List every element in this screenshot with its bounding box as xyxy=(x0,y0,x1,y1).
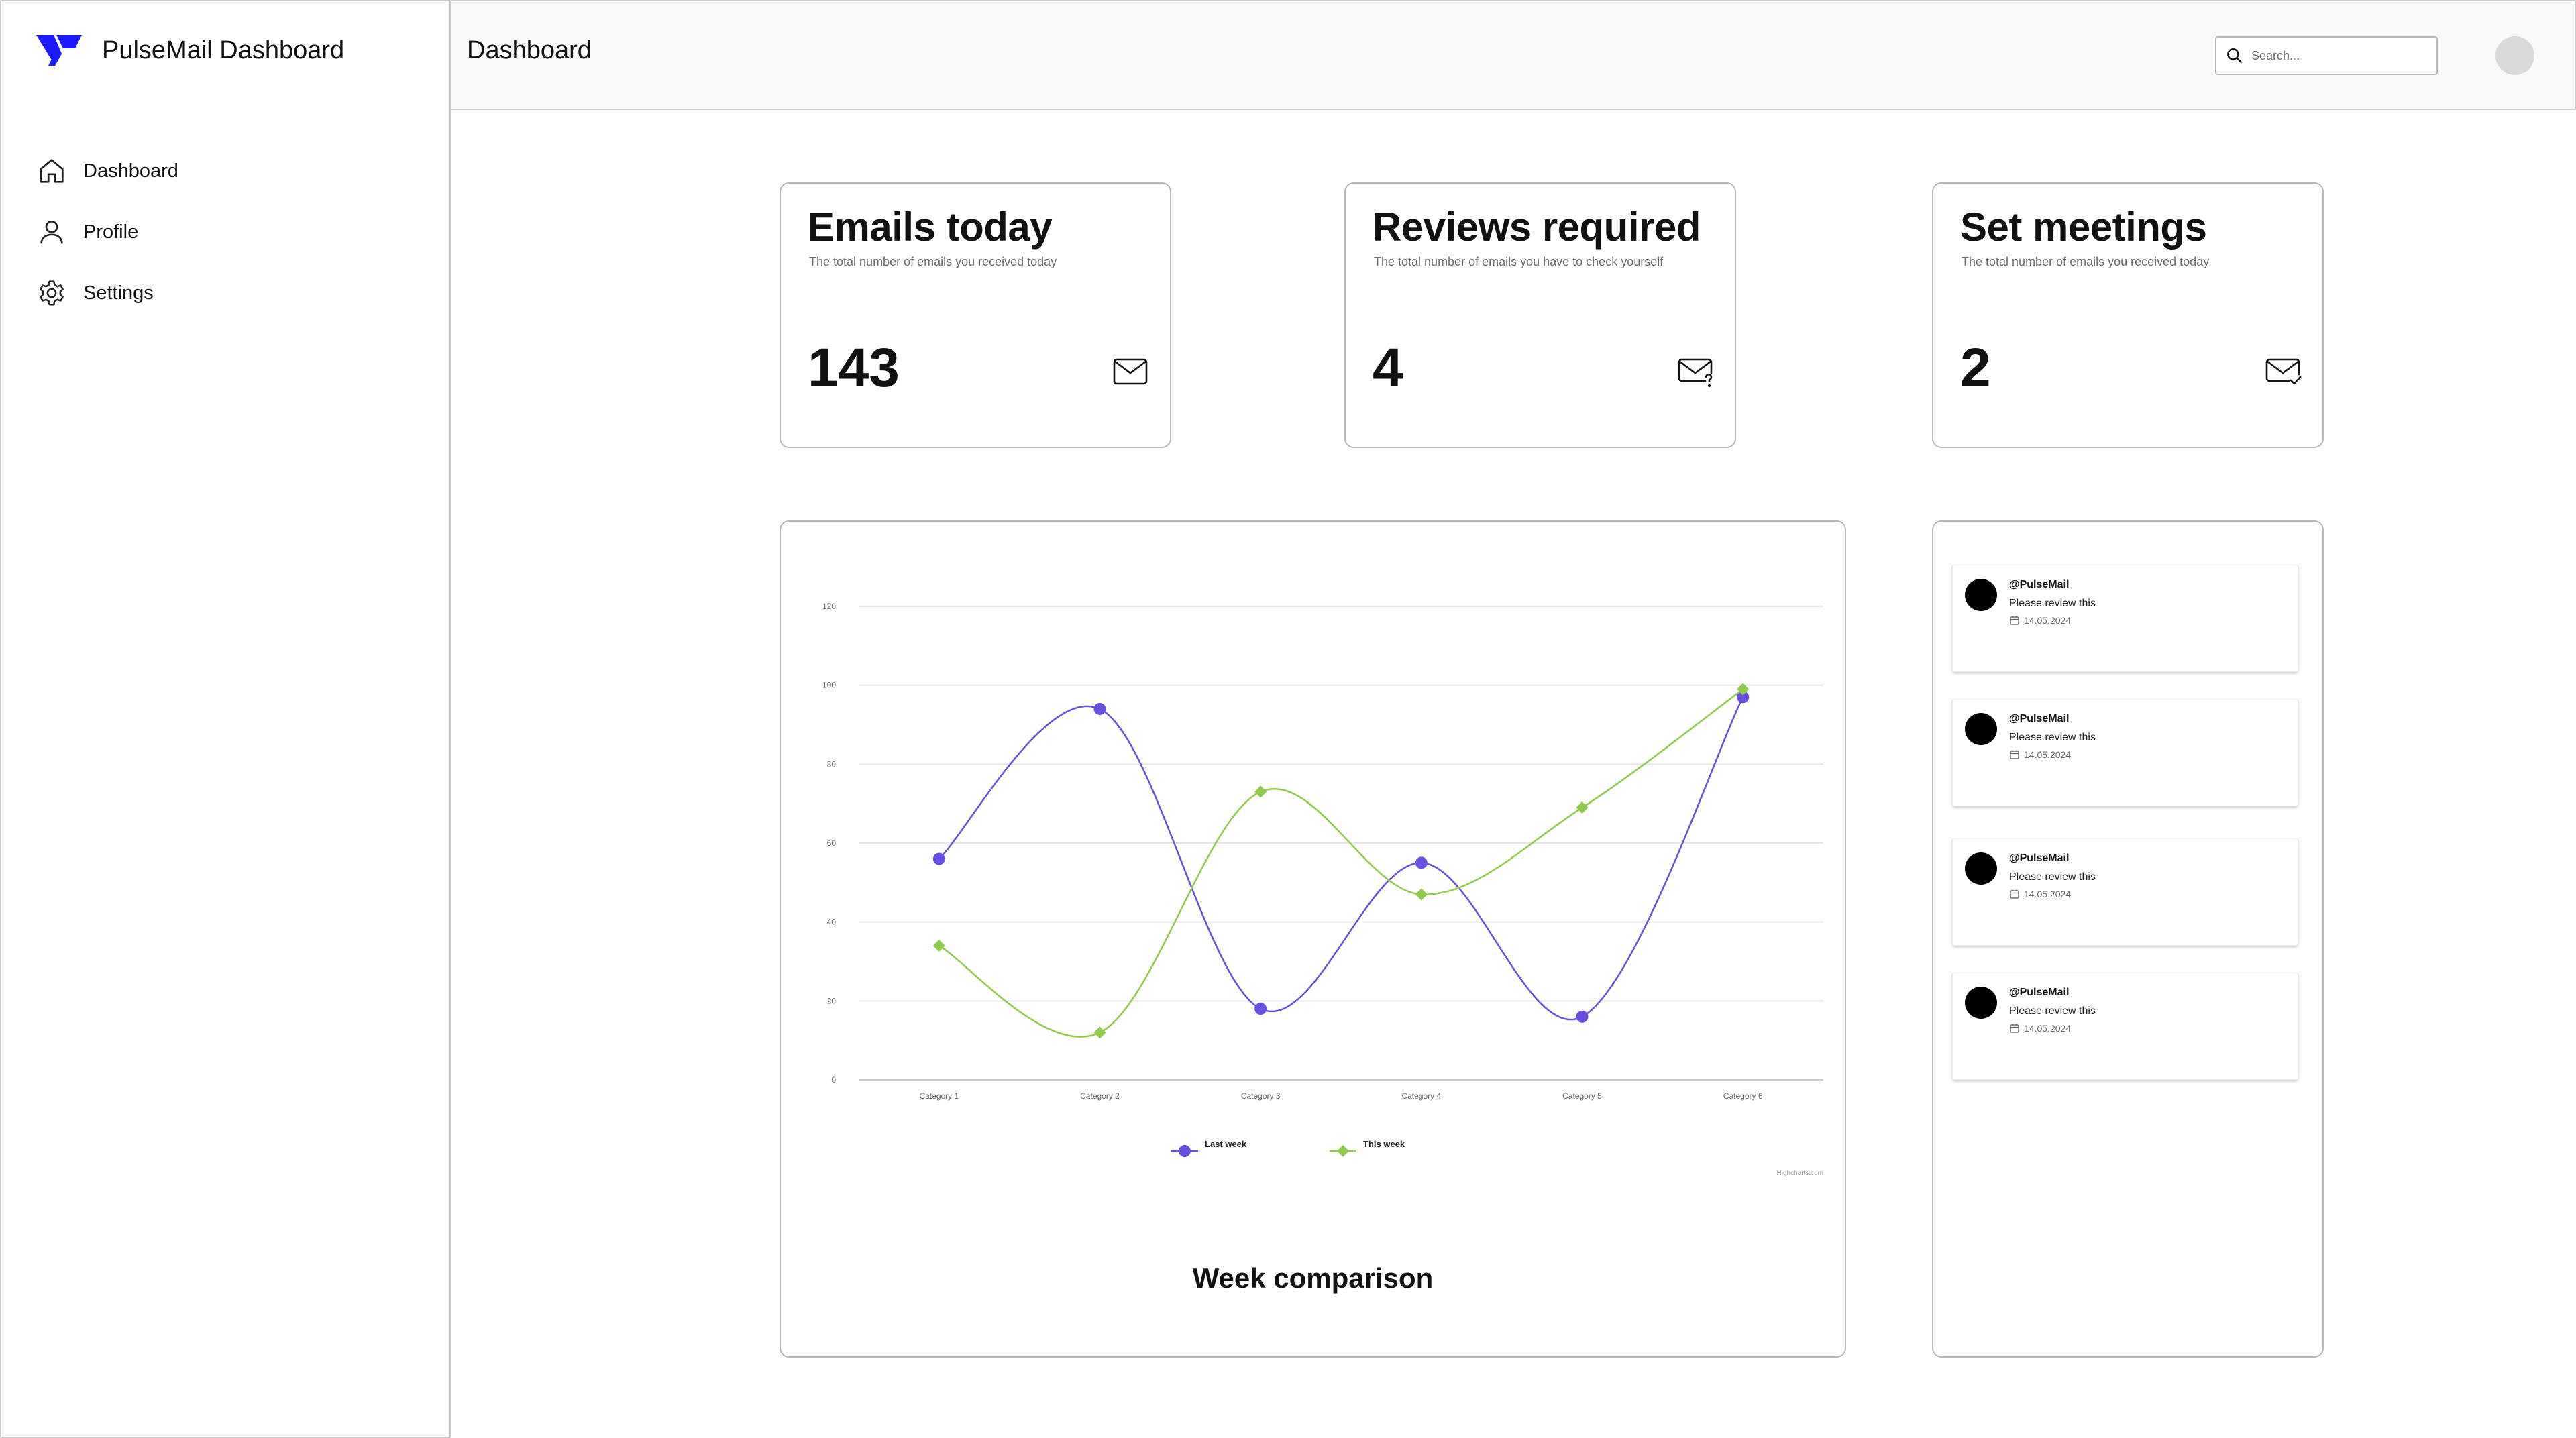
home-icon xyxy=(40,159,64,183)
notification-date: 14.05.2024 xyxy=(2009,1023,2071,1034)
sidebar-item-label: Profile xyxy=(83,221,139,243)
chart-credit: Highcharts.com xyxy=(1777,1170,1823,1177)
legend-marker xyxy=(1337,1145,1349,1157)
series-line-1 xyxy=(938,688,1743,1038)
y-tick-label: 120 xyxy=(822,602,836,611)
notification-user: @PulseMail xyxy=(2009,987,2070,998)
notification-date-text: 14.05.2024 xyxy=(2024,749,2072,760)
stat-card-emails-today: Emails today The total number of emails … xyxy=(780,182,1171,448)
gear-icon xyxy=(40,280,64,306)
notification-date: 14.05.2024 xyxy=(2009,615,2071,626)
x-tick-label: Category 3 xyxy=(1241,1091,1281,1101)
notification-item[interactable]: @PulseMail Please review this 14.05.2024 xyxy=(1952,973,2298,1080)
x-tick-label: Category 2 xyxy=(1080,1091,1120,1101)
notification-message: Please review this xyxy=(2009,1005,2096,1017)
stat-title: Emails today xyxy=(808,205,1053,250)
y-tick-label: 0 xyxy=(831,1075,836,1085)
mail-check-icon xyxy=(2265,358,2302,385)
stat-subtitle: The total number of emails you received … xyxy=(809,255,1057,268)
chart-caption: Week comparison xyxy=(1192,1262,1434,1294)
calendar-icon xyxy=(2010,616,2019,625)
sidebar-item-dashboard[interactable]: Dashboard xyxy=(36,152,178,190)
calendar-icon xyxy=(2010,750,2019,759)
notification-date-text: 14.05.2024 xyxy=(2024,615,2072,626)
notification-item[interactable]: @PulseMail Please review this 14.05.2024 xyxy=(1952,838,2298,946)
data-point xyxy=(1737,683,1750,696)
data-point xyxy=(1415,888,1428,901)
notification-date-text: 14.05.2024 xyxy=(2024,889,2072,899)
brand-name: PulseMail Dashboard xyxy=(102,36,345,64)
data-point xyxy=(1576,1010,1589,1023)
calendar-icon xyxy=(2010,1024,2019,1033)
stat-card-set-meetings: Set meetings The total number of emails … xyxy=(1932,182,2324,448)
top-header: Dashboard xyxy=(451,0,2576,110)
legend-label: This week xyxy=(1363,1139,1405,1149)
calendar-icon xyxy=(2010,889,2019,899)
stat-title: Set meetings xyxy=(1960,205,2207,250)
x-tick-label: Category 4 xyxy=(1401,1091,1441,1101)
y-tick-label: 100 xyxy=(822,681,836,690)
stat-subtitle: The total number of emails you have to c… xyxy=(1374,255,1664,268)
pulsemail-logo-icon xyxy=(36,35,82,66)
notification-avatar xyxy=(1965,579,1997,611)
sidebar-item-profile[interactable]: Profile xyxy=(36,213,178,252)
series-line-0 xyxy=(938,696,1744,1021)
y-tick-label: 60 xyxy=(827,838,837,848)
stat-value: 2 xyxy=(1960,337,1991,398)
sidebar-nav: Dashboard Profile Settings xyxy=(36,152,178,335)
data-point xyxy=(1576,801,1589,814)
sidebar-item-label: Dashboard xyxy=(83,160,178,182)
week-comparison-chart: 0 20 40 60 80 100 120 Category 1 Category 2 Categ… xyxy=(822,602,1823,1177)
notification-date: 14.05.2024 xyxy=(2009,749,2071,760)
notification-message: Please review this xyxy=(2009,598,2096,609)
legend-label: Last week xyxy=(1205,1139,1247,1149)
sidebar-item-settings[interactable]: Settings xyxy=(36,274,178,313)
mail-question-icon xyxy=(1678,358,1713,388)
data-point xyxy=(1415,856,1428,869)
search-box[interactable] xyxy=(2215,36,2438,75)
notification-user: @PulseMail xyxy=(2009,579,2070,590)
notification-date-text: 14.05.2024 xyxy=(2024,1023,2072,1034)
x-tick-label: Category 1 xyxy=(919,1091,959,1101)
sidebar-item-label: Settings xyxy=(83,282,154,304)
data-point xyxy=(1737,691,1750,704)
notification-message: Please review this xyxy=(2009,871,2096,883)
notification-avatar xyxy=(1965,713,1997,745)
notification-user: @PulseMail xyxy=(2009,852,2070,864)
notifications-panel: @PulseMail Please review this 14.05.2024… xyxy=(1932,520,2324,1358)
page-title: Dashboard xyxy=(467,36,592,64)
data-point xyxy=(1254,1003,1267,1015)
notification-message: Please review this xyxy=(2009,732,2096,743)
user-icon xyxy=(40,220,63,244)
y-tick-label: 20 xyxy=(827,996,837,1005)
data-point xyxy=(1093,1026,1106,1039)
x-tick-label: Category 5 xyxy=(1562,1091,1602,1101)
notification-item[interactable]: @PulseMail Please review this 14.05.2024 xyxy=(1952,565,2298,672)
stat-value: 143 xyxy=(808,337,900,398)
brand[interactable]: PulseMail Dashboard xyxy=(36,32,344,68)
data-point xyxy=(1093,702,1106,715)
data-point xyxy=(932,852,945,865)
notification-avatar xyxy=(1965,852,1997,885)
data-point xyxy=(1254,785,1267,798)
notification-item[interactable]: @PulseMail Please review this 14.05.2024 xyxy=(1952,699,2298,806)
legend-marker xyxy=(1179,1145,1191,1157)
stat-subtitle: The total number of emails you received … xyxy=(1962,255,2210,268)
sidebar: PulseMail Dashboard Dashboard Profile Se… xyxy=(0,0,451,1438)
stat-card-reviews-required: Reviews required The total number of ema… xyxy=(1344,182,1736,448)
search-icon xyxy=(2227,48,2242,63)
user-avatar[interactable] xyxy=(2496,36,2534,75)
mail-icon xyxy=(1113,358,1148,385)
data-point xyxy=(932,939,945,952)
notification-avatar xyxy=(1965,987,1997,1019)
notification-date: 14.05.2024 xyxy=(2009,889,2071,899)
search-input[interactable] xyxy=(2251,48,2432,63)
stat-title: Reviews required xyxy=(1373,205,1701,250)
x-tick-label: Category 6 xyxy=(1723,1091,1763,1101)
stat-value: 4 xyxy=(1373,337,1403,398)
y-tick-label: 80 xyxy=(827,759,837,769)
chart-card-week-comparison: 0 20 40 60 80 100 120 Category 1 Category 2 Categ… xyxy=(780,520,1846,1358)
notification-user: @PulseMail xyxy=(2009,713,2070,724)
y-tick-label: 40 xyxy=(827,918,837,927)
